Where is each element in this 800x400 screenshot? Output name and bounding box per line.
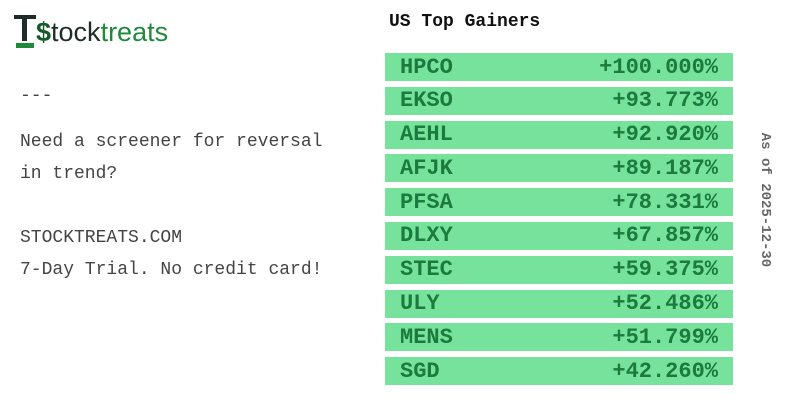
ticker: MENS xyxy=(400,324,453,350)
change: +78.331% xyxy=(612,189,718,215)
ticker: ULY xyxy=(400,291,440,317)
ticker: AFJK xyxy=(400,155,453,181)
ticker: AEHL xyxy=(400,122,453,148)
ticker: DLXY xyxy=(400,223,453,249)
ticker: HPCO xyxy=(400,54,453,80)
gainer-row: DLXY +67.857% xyxy=(385,221,733,250)
ticker: SGD xyxy=(400,358,440,384)
change: +59.375% xyxy=(612,257,718,283)
change: +52.486% xyxy=(612,291,718,317)
change: +89.187% xyxy=(612,155,718,181)
change: +67.857% xyxy=(612,223,718,249)
logo-part: treats xyxy=(100,16,169,47)
gainer-row: STEC +59.375% xyxy=(385,255,733,284)
gainer-row: AEHL +92.920% xyxy=(385,120,733,149)
gainer-row: AFJK +89.187% xyxy=(385,154,733,183)
gainer-row: EKSO +93.773% xyxy=(385,86,733,115)
gainer-row: ULY +52.486% xyxy=(385,289,733,318)
change: +92.920% xyxy=(612,122,718,148)
ticker: PFSA xyxy=(400,189,453,215)
promo-line: 7-Day Trial. No credit card! xyxy=(20,260,323,280)
logo-part: $ xyxy=(36,16,52,47)
ticker: EKSO xyxy=(400,88,453,114)
gainer-row: MENS +51.799% xyxy=(385,323,733,352)
change: +42.260% xyxy=(612,358,718,384)
as-of-date: As of 2025-12-30 xyxy=(757,132,773,268)
title: US Top Gainers xyxy=(389,12,541,32)
logo-icon xyxy=(14,15,36,48)
change: +100.000% xyxy=(599,54,718,80)
gainers-table: HPCO +100.000% EKSO +93.773% AEHL +92.920% AFJ… xyxy=(385,53,733,391)
logo-part: tock xyxy=(51,16,101,47)
logo-text: $tocktreats xyxy=(36,16,169,47)
change: +51.799% xyxy=(612,324,718,350)
separator: --- xyxy=(20,86,53,106)
promo-line: in trend? xyxy=(20,164,118,184)
gainer-row: PFSA +78.331% xyxy=(385,188,733,217)
gainer-row: HPCO +100.000% xyxy=(385,53,733,81)
gainer-row: SGD +42.260% xyxy=(385,357,733,386)
ticker: STEC xyxy=(400,257,453,283)
logo: $tocktreats xyxy=(14,14,168,50)
change: +93.773% xyxy=(612,88,718,114)
promo-line: STOCKTREATS.COM xyxy=(20,228,183,248)
promo-line: Need a screener for reversal xyxy=(20,132,323,152)
